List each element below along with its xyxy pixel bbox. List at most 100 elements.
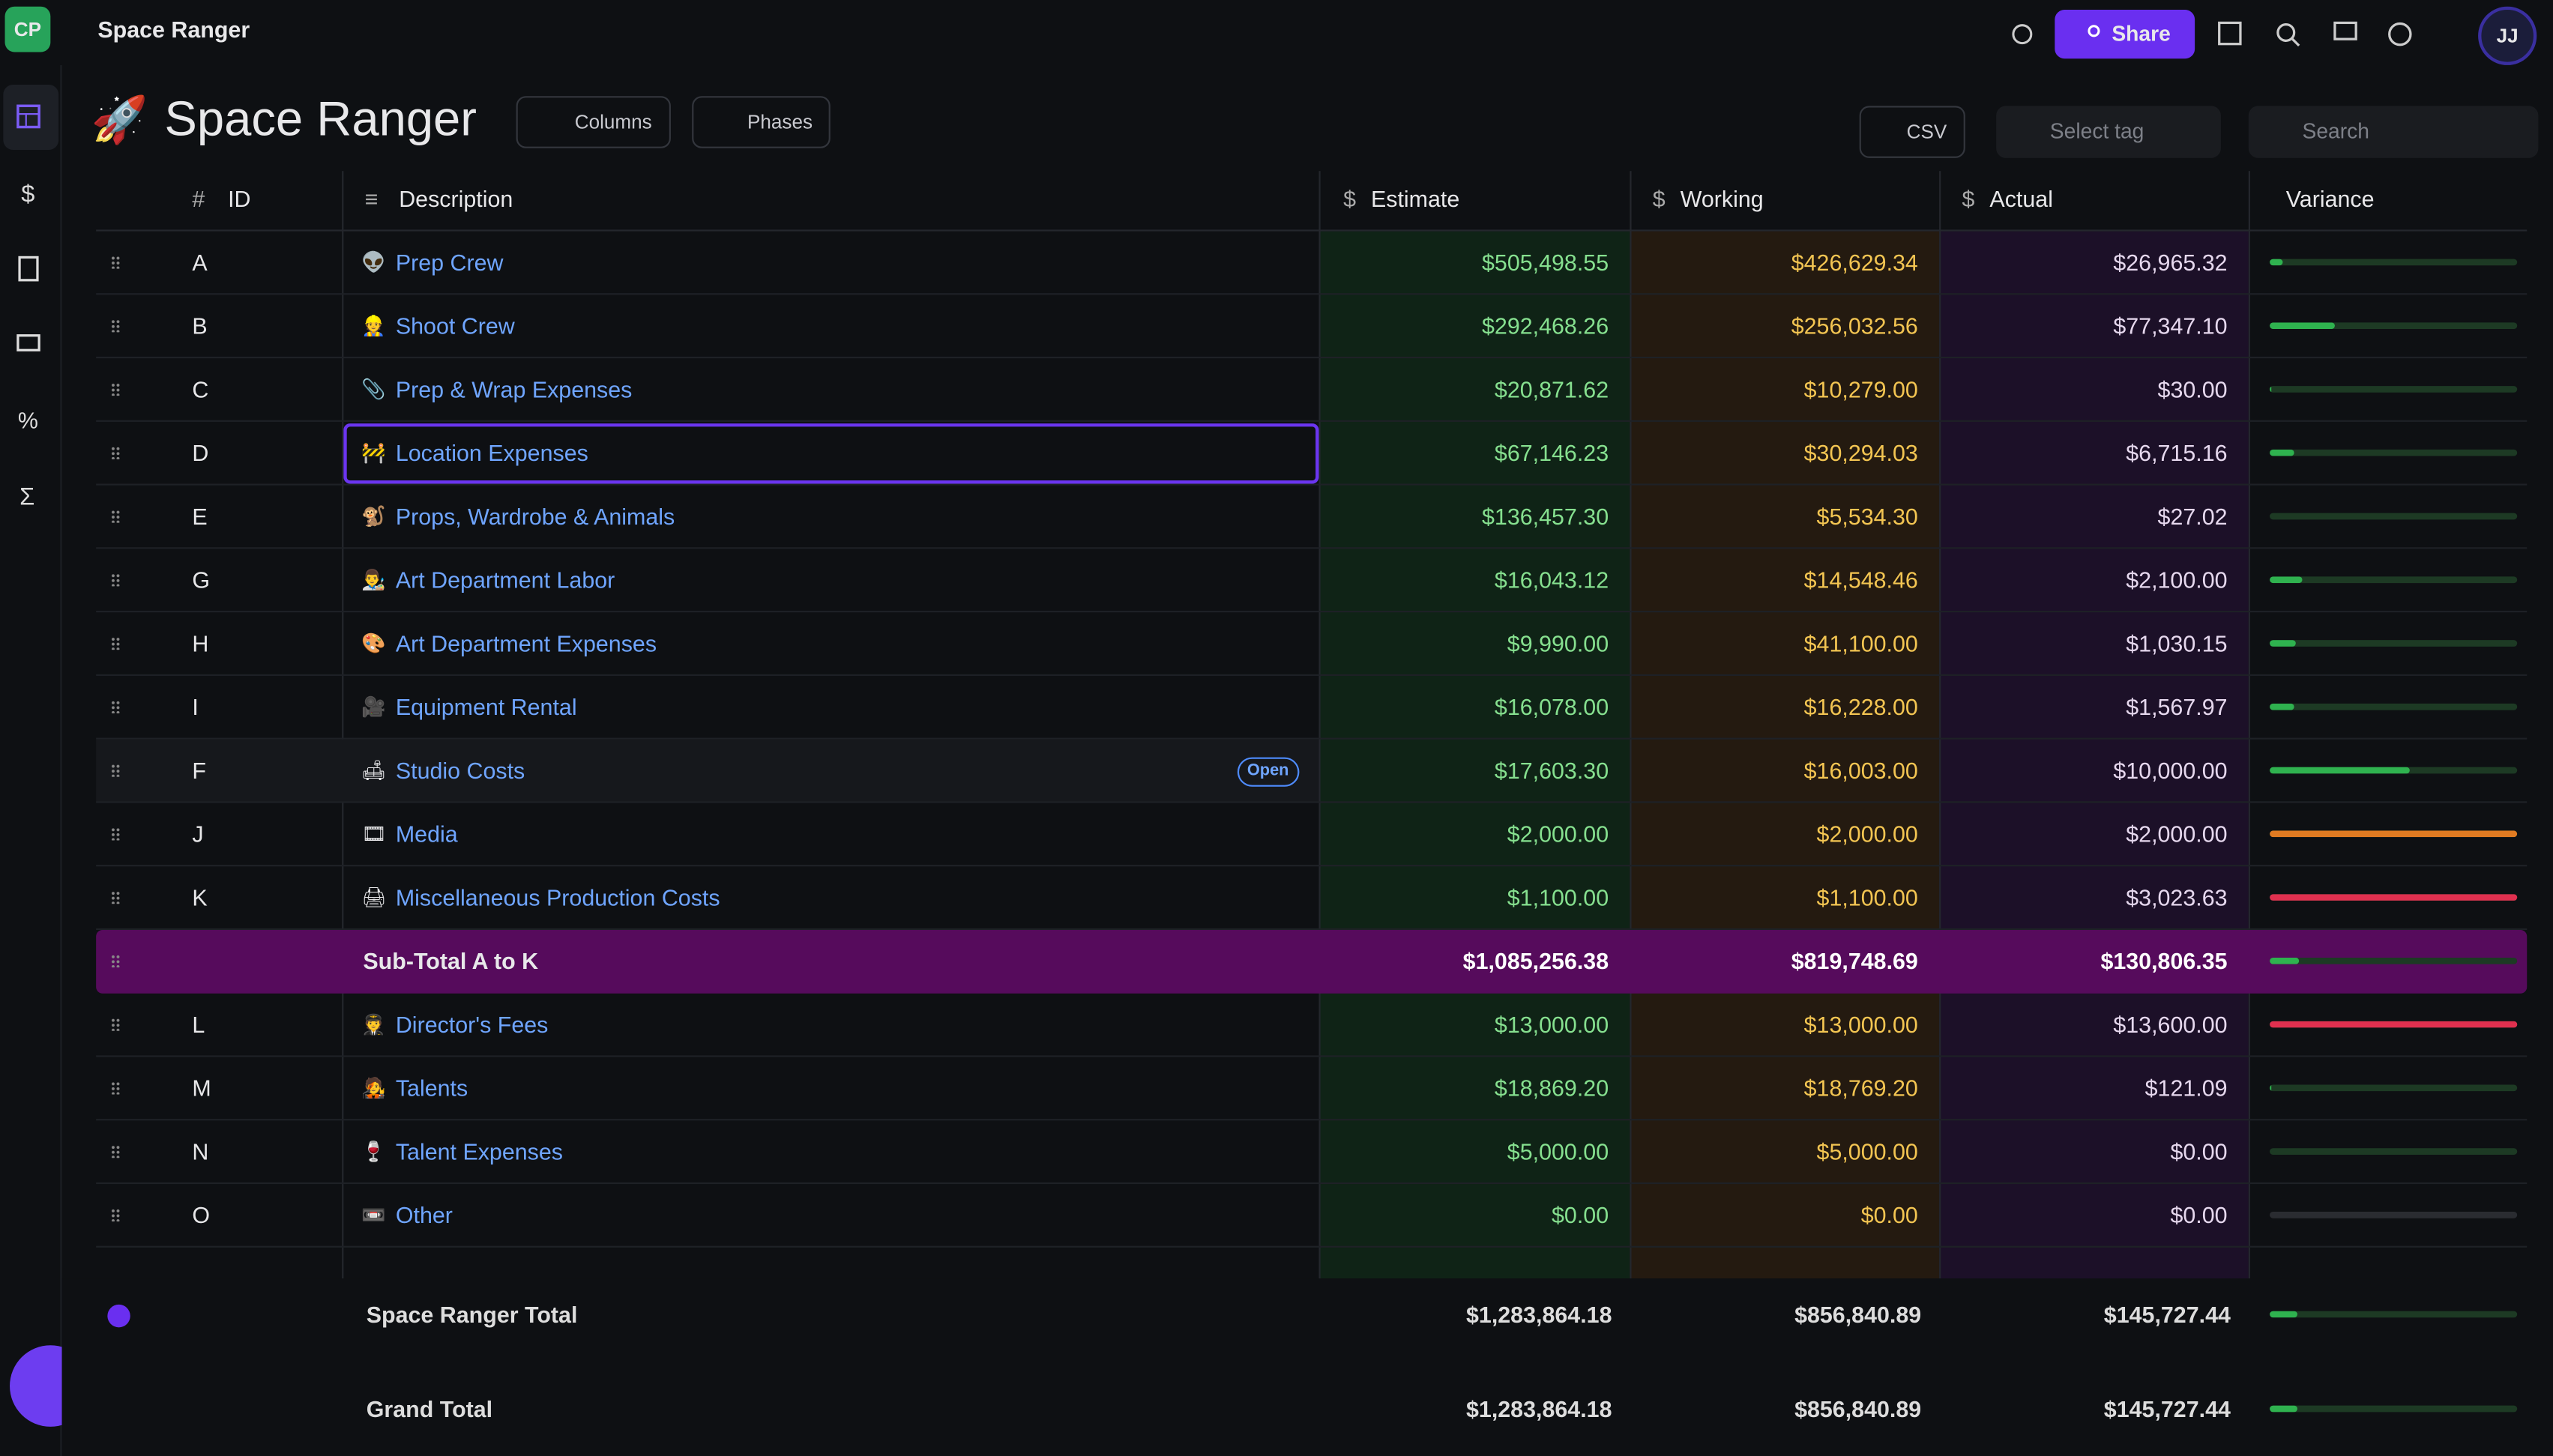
column-icon: ≡ xyxy=(365,168,379,232)
amount-estimate: $0.00 xyxy=(1315,1184,1609,1248)
column-icon: $ xyxy=(1653,168,1666,232)
row-description[interactable]: Director's Fees xyxy=(396,994,549,1057)
variance-track xyxy=(2270,958,2517,964)
amount-actual: $6,715.16 xyxy=(1935,422,2228,486)
amount-estimate: $136,457.30 xyxy=(1315,486,1609,549)
row-description[interactable]: Art Department Labor xyxy=(396,549,615,612)
row-id: A xyxy=(192,232,207,295)
variance-track xyxy=(2270,1084,2517,1091)
drag-handle xyxy=(111,1081,121,1094)
row-icon: 🎥 xyxy=(361,676,385,740)
row-icon: 👨‍🎨 xyxy=(361,549,385,612)
column-header: Variance xyxy=(2286,168,2375,232)
drag-handle xyxy=(111,256,121,268)
variance-track xyxy=(2270,386,2517,393)
row-id: H xyxy=(192,612,208,676)
row-id: F xyxy=(192,740,206,803)
drag-handle xyxy=(111,319,121,332)
amount-working: $0.00 xyxy=(1625,1184,1918,1248)
variance-bar xyxy=(2270,767,2411,774)
variance-bar xyxy=(2270,450,2294,456)
add-row[interactable] xyxy=(107,1305,130,1327)
variance-bar xyxy=(2270,1084,2271,1091)
variance-track xyxy=(2270,576,2517,583)
row-description[interactable]: Miscellaneous Production Costs xyxy=(396,866,720,930)
variance-bar xyxy=(2270,640,2295,647)
row-description[interactable]: Talents xyxy=(396,1057,468,1121)
variance-bar xyxy=(2270,894,2517,901)
amount-actual: $13,600.00 xyxy=(1935,994,2228,1057)
row-id: B xyxy=(192,294,207,358)
amount-working: $256,032.56 xyxy=(1625,294,1918,358)
row-icon: 🍷 xyxy=(361,1120,385,1184)
variance-bar xyxy=(2270,259,2283,266)
amount-working: $426,629.34 xyxy=(1625,232,1918,295)
amount-actual: $3,023.63 xyxy=(1935,866,2228,930)
row-icon: 📼 xyxy=(361,1184,385,1248)
row-id: J xyxy=(192,803,203,866)
amount-estimate: $18,869.20 xyxy=(1315,1057,1609,1121)
amount-estimate: $1,100.00 xyxy=(1315,866,1609,930)
row-description[interactable]: Props, Wardrobe & Animals xyxy=(396,486,675,549)
total-estimate: $1,283,864.18 xyxy=(1318,1284,1612,1347)
variance-track xyxy=(2270,1148,2517,1155)
row-description[interactable]: Other xyxy=(396,1184,453,1248)
row-description[interactable]: Talent Expenses xyxy=(396,1120,563,1184)
drag-handle xyxy=(111,955,121,967)
row-icon: 🧑‍✈️ xyxy=(361,994,385,1057)
amount-estimate: $292,468.26 xyxy=(1315,294,1609,358)
row-icon: 👽 xyxy=(361,232,385,295)
drag-handle xyxy=(111,827,121,840)
variance-track xyxy=(2270,704,2517,710)
row-description[interactable]: Art Department Expenses xyxy=(396,612,657,676)
amount-estimate: $505,498.55 xyxy=(1315,232,1609,295)
column-divider xyxy=(342,171,343,1278)
variance-track xyxy=(2270,450,2517,456)
drag-handle xyxy=(111,383,121,396)
drag-handle xyxy=(111,510,121,522)
amount-actual: $1,030.15 xyxy=(1935,612,2228,676)
row-description[interactable]: Equipment Rental xyxy=(396,676,577,740)
amount-working: $2,000.00 xyxy=(1625,803,1918,866)
open-badge[interactable]: Open xyxy=(1238,758,1299,787)
amount-estimate: $20,871.62 xyxy=(1315,358,1609,422)
variance-track xyxy=(2270,1311,2517,1318)
variance-bar xyxy=(2270,830,2517,837)
row-icon: 🎨 xyxy=(361,612,385,676)
amount-working: $16,003.00 xyxy=(1625,740,1918,803)
row-id: D xyxy=(192,422,208,486)
amount-working: $5,000.00 xyxy=(1625,1120,1918,1184)
drag-handle xyxy=(111,447,121,459)
variance-track xyxy=(2270,1021,2517,1028)
drag-handle xyxy=(111,1209,121,1221)
row-description[interactable]: Media xyxy=(396,803,458,866)
total-estimate: $1,283,864.18 xyxy=(1318,1378,1612,1442)
amount-working: $14,548.46 xyxy=(1625,549,1918,612)
column-divider xyxy=(2249,171,2250,1278)
amount-working: $1,100.00 xyxy=(1625,866,1918,930)
amount-actual: $26,965.32 xyxy=(1935,232,2228,295)
row-description[interactable]: Prep & Wrap Expenses xyxy=(396,358,633,422)
row-id: N xyxy=(192,1120,208,1184)
column-header: Working xyxy=(1681,168,1764,232)
total-working: $856,840.89 xyxy=(1628,1378,1921,1442)
amount-working: $13,000.00 xyxy=(1625,994,1918,1057)
row-icon: 🐒 xyxy=(361,486,385,549)
drag-handle xyxy=(111,1018,121,1030)
variance-track xyxy=(2270,830,2517,837)
column-icon: $ xyxy=(1343,168,1356,232)
total-actual: $145,727.44 xyxy=(1938,1284,2231,1347)
row-id: C xyxy=(192,358,208,422)
row-description[interactable]: Prep Crew xyxy=(396,232,504,295)
row-description[interactable]: Studio Costs xyxy=(396,740,525,803)
row-id: O xyxy=(192,1184,210,1248)
row-icon: 🎞 xyxy=(361,803,386,866)
amount-estimate: $13,000.00 xyxy=(1315,994,1609,1057)
row-id: G xyxy=(192,549,210,612)
total-label: Grand Total xyxy=(367,1378,492,1442)
row-description[interactable]: Shoot Crew xyxy=(396,294,515,358)
row-icon: 📎 xyxy=(361,358,385,422)
row-id: E xyxy=(192,486,207,549)
